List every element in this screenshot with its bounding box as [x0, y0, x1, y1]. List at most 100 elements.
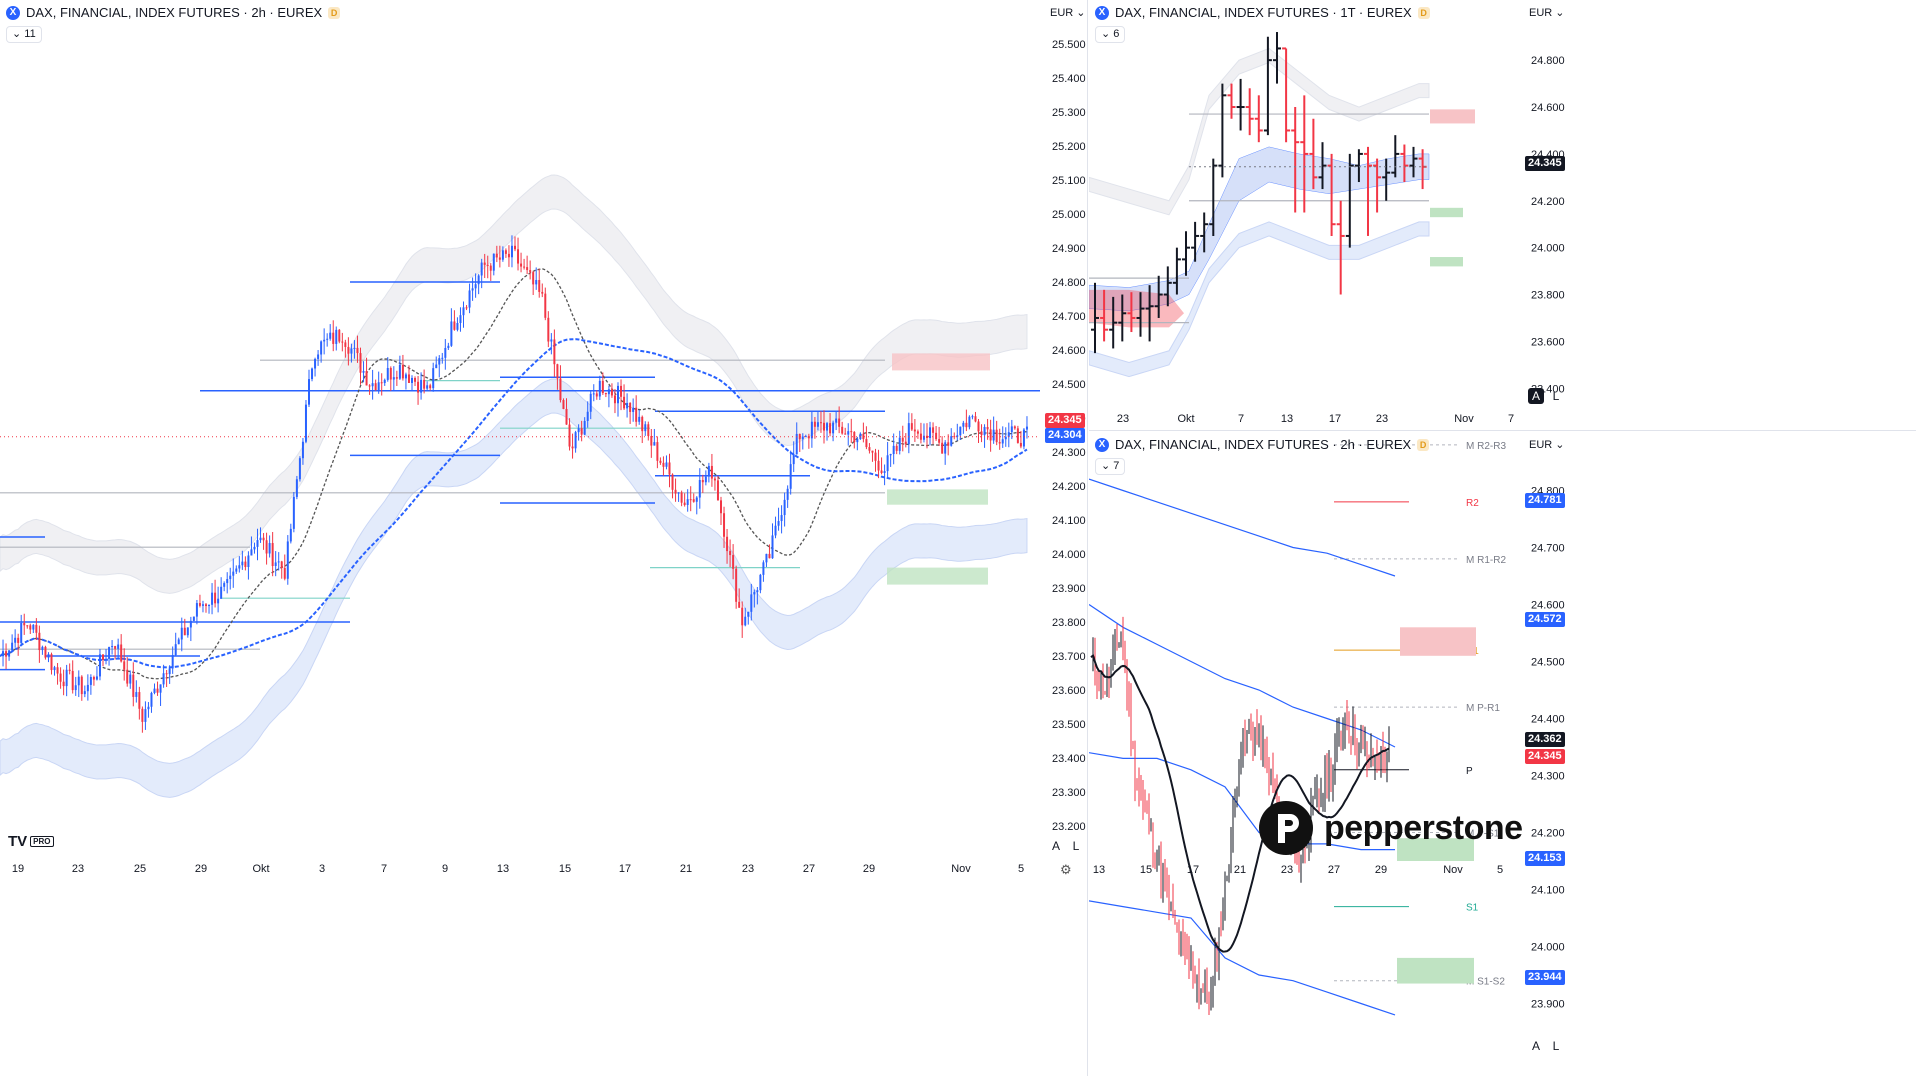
candle-body — [129, 674, 132, 684]
candle-body — [792, 454, 795, 465]
gear-icon[interactable]: ⚙ — [1060, 862, 1072, 877]
support-zone — [887, 567, 988, 585]
symbol-icon[interactable]: X — [6, 5, 20, 20]
currency-select[interactable]: EUR ⌄ — [1529, 7, 1565, 19]
price-axis-label: 24.500 — [1052, 379, 1086, 391]
candle-body — [804, 436, 807, 438]
candle-body — [86, 684, 89, 692]
time-axis-label: 23 — [72, 863, 84, 875]
delayed-badge: D — [1417, 438, 1430, 451]
candle-body — [62, 681, 65, 687]
candle-body — [874, 452, 877, 461]
price-axis-label: 23.800 — [1052, 617, 1086, 629]
candle-body — [498, 257, 501, 260]
price-tag: 24.362 — [1525, 732, 1565, 748]
candle-body — [577, 428, 580, 433]
candle-body — [108, 647, 111, 659]
chart-header: X DAX, FINANCIAL, INDEX FUTURES · 2h · E… — [1095, 437, 1430, 452]
symbol-icon[interactable]: X — [1095, 5, 1109, 20]
chart-title[interactable]: DAX, FINANCIAL, INDEX FUTURES · 1T · EUR… — [1115, 5, 1412, 20]
candle-body — [729, 551, 732, 556]
candle-body — [111, 646, 114, 648]
candle-body — [32, 624, 35, 630]
candle-body — [474, 284, 477, 289]
candle-body — [544, 293, 547, 318]
price-axis-label: 25.100 — [1052, 175, 1086, 187]
candle-body — [192, 616, 195, 621]
main-chart-canvas[interactable]: 25.500 25.400 25.300 25.200 25.100 25.000 24.9… — [0, 0, 1087, 1076]
indicators-toggle[interactable]: ⌄ 7 — [1095, 458, 1126, 475]
upper-band — [0, 174, 1028, 594]
candle-body — [56, 667, 59, 674]
candle-body — [344, 342, 347, 347]
support-zone — [1430, 257, 1463, 267]
pepperstone-logo-icon — [1259, 801, 1313, 855]
candle-body — [780, 515, 783, 522]
pivot-chart-canvas[interactable]: 24.80024.70024.60024.50024.40024.30024.2… — [1089, 432, 1916, 1076]
pivot-label: M P-R1 — [1466, 703, 1500, 714]
price-axis-label: 25.300 — [1052, 107, 1086, 119]
candle-body — [877, 460, 880, 471]
candle-body — [856, 439, 859, 443]
chart-title[interactable]: DAX, FINANCIAL, INDEX FUTURES · 2h · EUR… — [26, 5, 323, 20]
currency-select[interactable]: EUR ⌄ — [1529, 439, 1565, 451]
daily-chart-canvas[interactable]: 24.80024.60024.40024.20024.00023.80023.6… — [1089, 0, 1916, 430]
candle-body — [771, 535, 774, 559]
candle-body — [311, 368, 314, 380]
candle-body — [177, 639, 180, 645]
main-chart-pane[interactable]: 25.500 25.400 25.300 25.200 25.100 25.000 24.9… — [0, 0, 1088, 1076]
indicators-toggle[interactable]: ⌄ 6 — [1095, 26, 1126, 43]
candle-body — [504, 250, 507, 254]
symbol-icon[interactable]: X — [1095, 437, 1109, 452]
candle-body — [880, 470, 883, 474]
candle-body — [259, 537, 262, 541]
candle-body — [774, 525, 777, 536]
currency-select[interactable]: EUR ⌄ — [1050, 7, 1086, 19]
daily-chart-pane[interactable]: 24.800 24.600 24.400 24.200 24.000 23.800 23.6… — [1089, 0, 1916, 431]
candle-body — [277, 561, 280, 563]
candle-body — [835, 418, 838, 423]
pivot-label: M R2-R3 — [1466, 441, 1506, 452]
candle-body — [217, 598, 220, 604]
pivot-chart-pane[interactable]: 24.800 24.700 24.600 24.500 24.400 24.300 24.2… — [1089, 432, 1916, 1076]
auto-scale-button[interactable]: A — [1531, 1039, 1540, 1053]
log-scale-button[interactable]: L — [1552, 389, 1560, 403]
candle-body — [195, 603, 198, 617]
indicators-toggle[interactable]: ⌄ 11 — [6, 26, 42, 43]
price-axis-label: 24.200 — [1531, 828, 1565, 840]
candle-body — [238, 565, 241, 569]
candle-body — [926, 435, 928, 439]
chart-title[interactable]: DAX, FINANCIAL, INDEX FUTURES · 2h · EUR… — [1115, 437, 1412, 452]
candle-body — [471, 288, 474, 291]
auto-scale-button[interactable]: A — [1051, 839, 1060, 853]
log-scale-button[interactable]: L — [1552, 1039, 1560, 1053]
time-axis-label: 27 — [1328, 864, 1340, 876]
candle-body — [689, 499, 692, 501]
candle-body — [677, 492, 680, 494]
candle-body — [298, 458, 301, 480]
candle-body — [707, 465, 710, 477]
candle-body — [150, 692, 153, 707]
candle-body — [580, 428, 583, 435]
chart-header: X DAX, FINANCIAL, INDEX FUTURES · 2h · E… — [6, 5, 341, 20]
candle-body — [595, 393, 598, 397]
candle-body — [20, 622, 23, 643]
candle-body — [483, 262, 486, 265]
candle-body — [989, 429, 992, 441]
auto-scale-button[interactable]: A — [1528, 388, 1544, 404]
candle-body — [198, 603, 201, 606]
price-axis-label: 25.000 — [1052, 209, 1086, 221]
candle-body — [668, 462, 671, 475]
currency-label: EUR — [1529, 7, 1553, 19]
candle-body — [744, 616, 747, 626]
log-scale-button[interactable]: L — [1072, 839, 1080, 853]
candle-body — [898, 437, 901, 451]
brand-watermark: pepperstone — [1258, 800, 1523, 856]
candle-body — [477, 275, 480, 285]
candle-body — [501, 250, 504, 260]
candle-body — [29, 625, 32, 630]
price-axis-label: 24.400 — [1531, 714, 1565, 726]
candle-body — [768, 553, 771, 559]
price-axis-label: 23.900 — [1052, 583, 1086, 595]
candle-body — [662, 462, 665, 467]
